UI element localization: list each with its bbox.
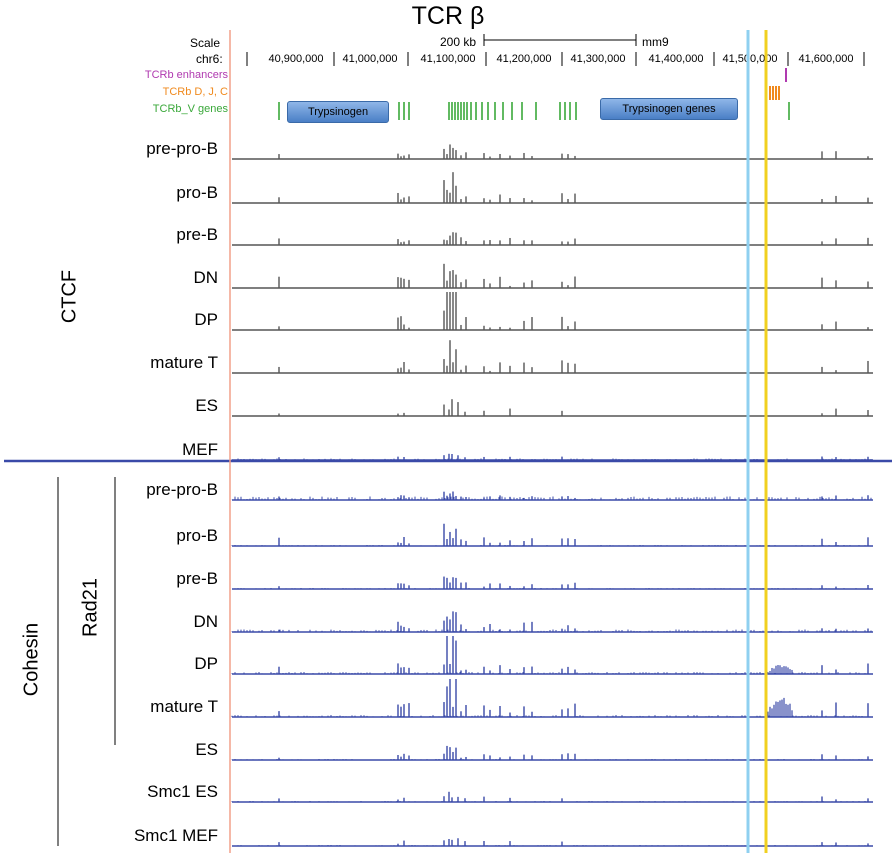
rad21-track-label: DN xyxy=(193,612,218,631)
rad21-track-label: DP xyxy=(194,654,218,673)
tick-label: 41,400,000 xyxy=(648,53,704,65)
ctcf-track-label: mature T xyxy=(150,353,218,372)
trypsinogen-genes-box-label: Trypsinogen genes xyxy=(622,103,716,115)
enhancers-track-label: TCRb enhancers xyxy=(144,69,228,81)
djc-track-label: TCRb D, J, C xyxy=(162,86,228,98)
ctcf-track-label: DN xyxy=(193,268,218,287)
ctcf-track-label: ES xyxy=(195,396,218,415)
tick-label: 41,600,000 xyxy=(798,53,854,65)
vgenes-track-label: TCRb_V genes xyxy=(152,103,228,115)
scale-label: Scale xyxy=(190,36,221,50)
assembly-label: mm9 xyxy=(642,35,669,49)
tick-label: 40,900,000 xyxy=(268,53,324,65)
scale-bar-label: 200 kb xyxy=(440,35,477,49)
trypsinogen-box-label: Trypsinogen xyxy=(307,106,369,118)
ctcf-track-label: pro-B xyxy=(176,183,218,202)
tick-label: 41,200,000 xyxy=(496,53,552,65)
smc1-track-label: Smc1 ES xyxy=(147,782,218,801)
tick-label: 41,300,000 xyxy=(570,53,626,65)
tick-label: 41,000,000 xyxy=(342,53,398,65)
tick-label: 41,500,000 xyxy=(722,53,778,65)
ctcf-track-label: MEF xyxy=(182,440,218,459)
figure-title: TCR β xyxy=(411,2,485,30)
smc1-track-label: Smc1 MEF xyxy=(133,826,218,845)
ctcf-track-label: DP xyxy=(194,310,218,329)
tick-label: 41,100,000 xyxy=(420,53,476,65)
rad21-track-label: pro-B xyxy=(176,526,218,545)
trypsinogen-genes-box: Trypsinogen genes xyxy=(600,98,738,120)
trypsinogen-box: Trypsinogen xyxy=(287,101,389,123)
rad21-track-label: mature T xyxy=(150,697,218,716)
chrom-label: chr6: xyxy=(196,52,223,66)
ctcf-track-label: pre-B xyxy=(176,225,218,244)
rad21-track-label: ES xyxy=(195,740,218,759)
rad21-track-label: pre-pro-B xyxy=(146,480,218,499)
rad21-track-label: pre-B xyxy=(176,569,218,588)
ctcf-track-label: pre-pro-B xyxy=(146,139,218,158)
